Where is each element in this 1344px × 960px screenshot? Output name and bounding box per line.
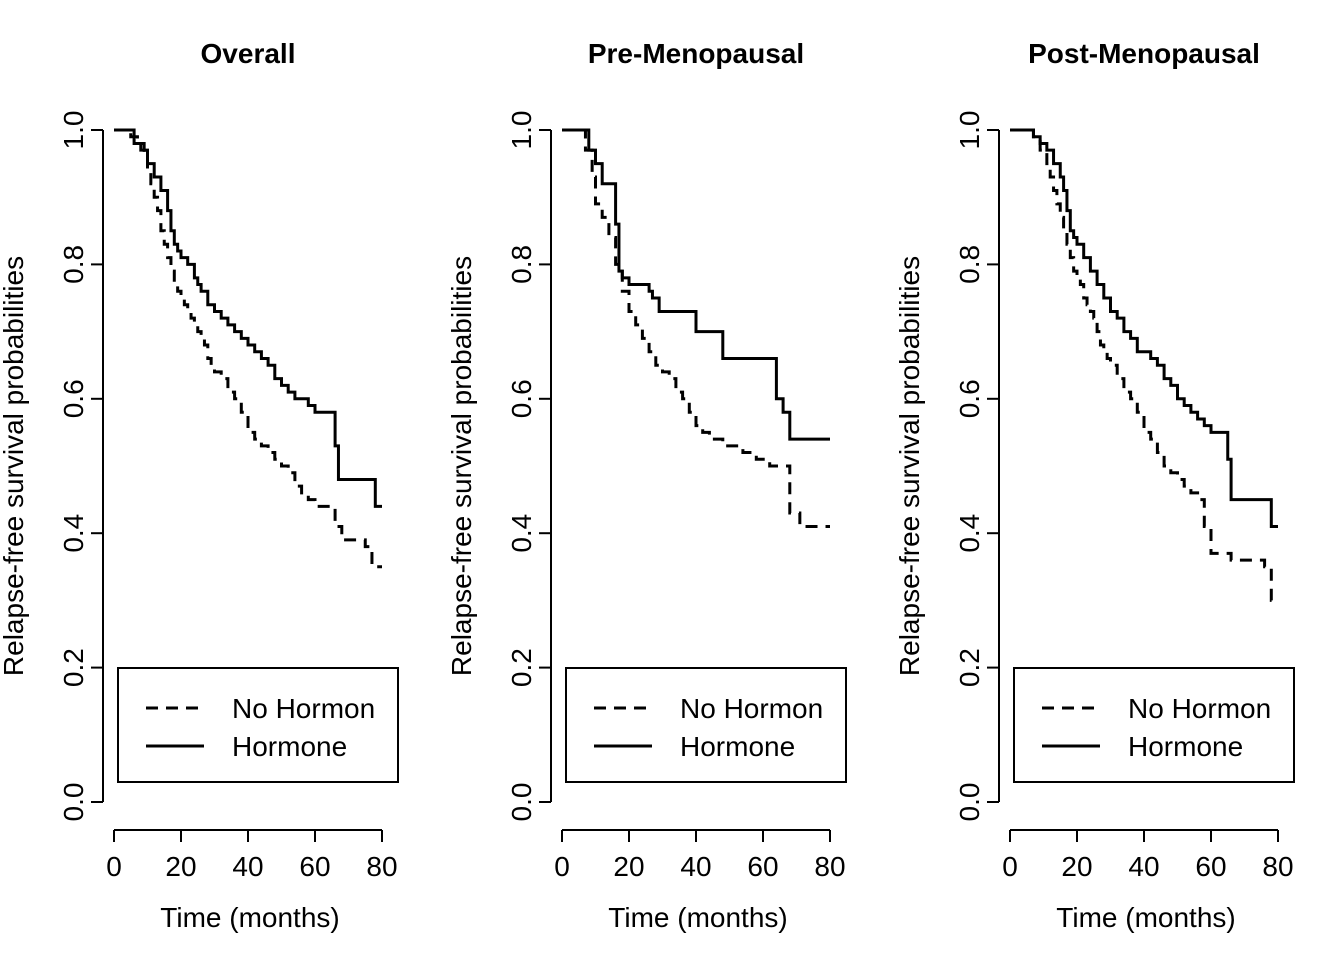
y-tick-label: 0.0 <box>954 783 985 822</box>
x-tick-label: 60 <box>747 851 778 882</box>
series-line-no-hormone <box>114 128 382 569</box>
series-line-hormone <box>562 128 830 441</box>
panel-title: Overall <box>201 38 296 69</box>
x-tick-label: 20 <box>613 851 644 882</box>
y-tick-label: 0.8 <box>58 245 89 284</box>
x-tick-label: 80 <box>1262 851 1293 882</box>
series-line-no-hormone <box>1010 128 1278 602</box>
legend-label: Hormone <box>680 731 795 762</box>
series-line-hormone <box>114 128 382 508</box>
legend-label: No Hormon <box>1128 693 1271 724</box>
y-axis-label: Relapse-free survival probabilities <box>894 256 925 676</box>
x-tick-label: 60 <box>299 851 330 882</box>
x-axis-label: Time (months) <box>160 902 339 933</box>
series-line-no-hormone <box>562 128 830 528</box>
legend-label: Hormone <box>1128 731 1243 762</box>
x-tick-label: 0 <box>1002 851 1018 882</box>
y-tick-label: 0.2 <box>954 648 985 687</box>
legend-box <box>1013 667 1295 783</box>
y-axis-label: Relapse-free survival probabilities <box>0 256 29 676</box>
y-tick-label: 0.6 <box>506 379 537 418</box>
x-tick-label: 0 <box>106 851 122 882</box>
y-tick-label: 0.4 <box>506 514 537 553</box>
y-tick-label: 1.0 <box>954 111 985 150</box>
x-axis-label: Time (months) <box>608 902 787 933</box>
y-tick-label: 1.0 <box>58 111 89 150</box>
x-tick-label: 0 <box>554 851 570 882</box>
panel-3: Post-Menopausal 0.0 0.2 0.4 0.6 0.8 1.0 Relapse… <box>894 38 1295 933</box>
y-tick-label: 0.0 <box>506 783 537 822</box>
legend: No Hormon Hormone <box>565 667 847 783</box>
y-tick-label: 0.8 <box>506 245 537 284</box>
x-tick-label: 60 <box>1195 851 1226 882</box>
x-axis-label: Time (months) <box>1056 902 1235 933</box>
x-tick-label: 80 <box>366 851 397 882</box>
y-tick-label: 1.0 <box>506 111 537 150</box>
legend-label: No Hormon <box>232 693 375 724</box>
legend: No Hormon Hormone <box>1013 667 1295 783</box>
legend-box <box>565 667 847 783</box>
x-tick-label: 40 <box>232 851 263 882</box>
legend: No Hormon Hormone <box>117 667 399 783</box>
y-tick-label: 0.2 <box>58 648 89 687</box>
x-tick-label: 40 <box>680 851 711 882</box>
y-tick-label: 0.6 <box>58 379 89 418</box>
y-tick-label: 0.2 <box>506 648 537 687</box>
y-tick-label: 0.4 <box>954 514 985 553</box>
panel-2: Pre-Menopausal 0.0 0.2 0.4 0.6 0.8 1.0 Relapse-… <box>446 38 847 933</box>
y-tick-label: 0.8 <box>954 245 985 284</box>
y-tick-label: 0.0 <box>58 783 89 822</box>
legend-label: Hormone <box>232 731 347 762</box>
x-tick-label: 40 <box>1128 851 1159 882</box>
y-tick-label: 0.6 <box>954 379 985 418</box>
legend-box <box>117 667 399 783</box>
x-tick-label: 20 <box>165 851 196 882</box>
panel-title: Post-Menopausal <box>1028 38 1260 69</box>
panel-1: Overall 0.0 0.2 0.4 0.6 0.8 1.0 Relapse-free su… <box>0 38 399 933</box>
y-axis-label: Relapse-free survival probabilities <box>446 256 477 676</box>
x-tick-label: 20 <box>1061 851 1092 882</box>
series-line-hormone <box>1010 128 1278 528</box>
panel-title: Pre-Menopausal <box>588 38 804 69</box>
x-tick-label: 80 <box>814 851 845 882</box>
y-tick-label: 0.4 <box>58 514 89 553</box>
legend-label: No Hormon <box>680 693 823 724</box>
